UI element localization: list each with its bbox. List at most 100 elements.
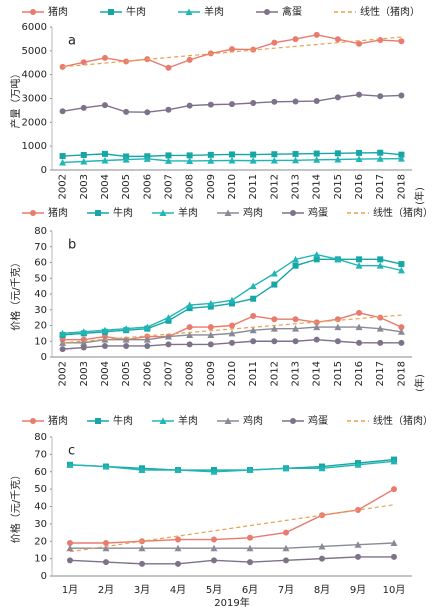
x-tick-label: 2007 <box>163 174 174 199</box>
x-tick-label: 2015 <box>333 174 344 199</box>
marker <box>390 539 398 546</box>
x-tick-label: 2011 <box>248 361 259 386</box>
marker <box>334 316 341 323</box>
marker <box>250 338 257 345</box>
marker <box>59 153 66 160</box>
marker <box>282 464 290 472</box>
marker <box>356 256 363 263</box>
x-tick-label: 2003 <box>79 174 90 199</box>
marker <box>376 155 384 162</box>
marker <box>282 544 290 552</box>
marker <box>101 156 109 164</box>
marker <box>356 309 363 316</box>
legend-marker <box>95 418 101 424</box>
marker <box>356 40 363 47</box>
marker <box>355 155 363 163</box>
marker <box>207 331 215 338</box>
marker <box>80 339 88 346</box>
marker <box>144 342 151 349</box>
marker <box>292 338 299 345</box>
legend-marker <box>30 418 36 424</box>
x-tick-label: 2月 <box>98 584 114 596</box>
marker <box>292 98 299 105</box>
marker <box>292 36 299 43</box>
marker <box>377 37 384 44</box>
legend-label: 猪肉 <box>48 414 68 427</box>
marker <box>334 150 341 157</box>
marker <box>186 301 194 309</box>
legend-label: 牛肉 <box>113 414 133 427</box>
legend-marker <box>264 9 270 15</box>
marker <box>271 39 278 46</box>
legend-marker <box>290 418 296 424</box>
marker <box>334 338 341 345</box>
marker <box>247 534 253 541</box>
marker <box>175 536 181 543</box>
y-tick-label: 40 <box>34 289 47 300</box>
x-tick-label: 7月 <box>278 584 294 596</box>
x-tick-label: 2016 <box>354 174 365 199</box>
marker <box>164 314 172 321</box>
legend-label: 羊肉 <box>178 414 198 427</box>
legend-label: 禽蛋 <box>282 5 302 18</box>
marker <box>398 92 405 99</box>
marker <box>271 338 278 345</box>
marker <box>186 331 194 338</box>
series-line <box>62 314 402 344</box>
marker <box>102 544 110 552</box>
marker <box>122 325 130 332</box>
marker <box>334 323 342 331</box>
marker <box>398 324 405 331</box>
x-tick-label: 2013 <box>291 361 302 386</box>
marker <box>59 63 66 70</box>
marker <box>101 150 108 157</box>
x-tick-label: 2016 <box>354 361 365 386</box>
marker <box>102 463 110 470</box>
marker <box>139 560 145 567</box>
marker <box>250 313 257 320</box>
legend-label: 羊肉 <box>178 206 198 219</box>
marker <box>67 557 73 564</box>
y-axis-label: 价格（元/千克） <box>9 470 22 543</box>
series-line <box>69 458 395 471</box>
x-tick-label: 4月 <box>170 584 186 596</box>
marker <box>377 339 384 346</box>
marker <box>249 157 257 164</box>
y-tick-label: 10 <box>34 336 47 347</box>
marker <box>175 560 181 567</box>
marker <box>228 329 236 337</box>
y-tick-label: 2000 <box>22 117 47 128</box>
marker <box>270 156 278 164</box>
marker <box>229 339 235 346</box>
marker <box>397 328 405 335</box>
marker <box>210 468 218 475</box>
marker <box>122 336 130 343</box>
marker <box>229 101 235 108</box>
series-line <box>69 504 395 553</box>
legend-label: 牛肉 <box>113 206 133 219</box>
y-tick-label: 20 <box>34 321 47 332</box>
marker <box>376 262 384 269</box>
x-tick-label: 2013 <box>291 174 302 199</box>
x-tick-label: 2014 <box>312 361 323 386</box>
series-line <box>70 542 395 549</box>
marker <box>271 281 278 288</box>
legend-label: 线性（猪肉） <box>373 206 433 219</box>
y-tick-label: 1000 <box>22 141 47 152</box>
legend-label: 猪肉 <box>48 206 68 219</box>
marker <box>292 316 299 323</box>
series-line <box>69 460 395 473</box>
marker <box>186 324 193 331</box>
x-tick-label: 2018 <box>396 174 407 199</box>
panel-label: c <box>68 444 75 459</box>
marker <box>211 536 217 543</box>
x-tick-label: 2003 <box>79 361 90 386</box>
x-tick-label: 2009 <box>206 174 217 199</box>
x-tick-label: 2012 <box>269 361 280 386</box>
marker <box>292 255 300 263</box>
marker <box>313 31 320 38</box>
marker <box>101 102 108 109</box>
marker <box>164 157 172 164</box>
